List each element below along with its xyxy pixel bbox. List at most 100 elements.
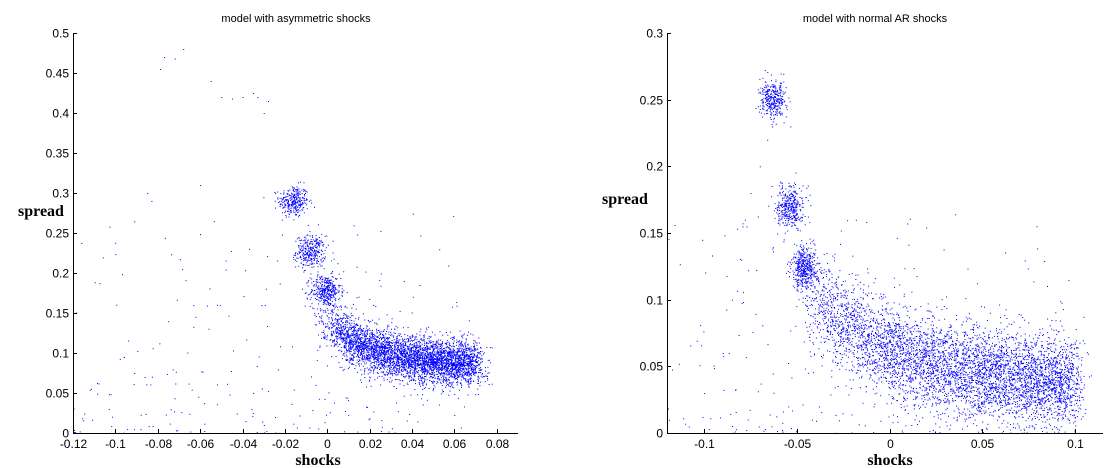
data-point bbox=[274, 191, 276, 193]
data-point bbox=[364, 338, 366, 340]
data-point bbox=[392, 353, 393, 355]
data-point bbox=[466, 334, 468, 336]
data-point bbox=[433, 375, 435, 377]
data-point bbox=[329, 298, 331, 300]
data-point bbox=[373, 346, 375, 347]
data-point bbox=[432, 373, 434, 375]
data-point bbox=[311, 303, 313, 305]
data-point bbox=[317, 274, 319, 276]
data-point bbox=[407, 348, 409, 350]
data-point bbox=[434, 353, 436, 355]
data-point bbox=[459, 358, 461, 360]
data-point bbox=[480, 372, 482, 374]
data-point bbox=[462, 374, 463, 376]
data-point bbox=[361, 352, 363, 354]
data-point bbox=[323, 310, 325, 311]
data-point bbox=[431, 376, 433, 378]
data-point bbox=[297, 209, 299, 211]
data-point bbox=[335, 278, 337, 279]
data-point bbox=[416, 343, 418, 345]
data-point bbox=[389, 342, 391, 344]
data-point bbox=[349, 341, 351, 343]
data-point bbox=[290, 210, 292, 212]
data-point bbox=[460, 343, 462, 345]
data-point bbox=[361, 341, 363, 343]
data-point bbox=[369, 377, 371, 379]
data-point bbox=[468, 357, 470, 359]
data-point bbox=[346, 292, 348, 294]
data-point bbox=[378, 335, 380, 337]
data-point bbox=[341, 318, 343, 319]
data-point bbox=[448, 363, 449, 365]
data-point bbox=[431, 368, 433, 370]
data-point bbox=[442, 358, 444, 359]
data-point bbox=[332, 290, 333, 292]
data-point bbox=[357, 329, 358, 331]
data-point bbox=[345, 341, 347, 343]
data-point bbox=[365, 343, 367, 345]
data-point bbox=[292, 201, 294, 203]
data-point bbox=[424, 364, 426, 366]
data-point bbox=[370, 348, 372, 350]
data-point bbox=[427, 371, 429, 373]
data-point bbox=[398, 371, 399, 373]
data-point bbox=[336, 327, 337, 329]
data-point bbox=[358, 351, 359, 353]
data-point bbox=[394, 364, 396, 366]
data-point bbox=[389, 356, 391, 358]
data-point bbox=[341, 290, 343, 292]
data-point bbox=[288, 213, 290, 215]
data-point bbox=[357, 336, 359, 338]
data-point bbox=[327, 281, 329, 283]
data-point bbox=[425, 368, 426, 370]
data-point bbox=[435, 345, 436, 347]
data-point bbox=[355, 334, 357, 336]
data-point bbox=[423, 337, 425, 339]
data-point bbox=[408, 367, 410, 369]
data-point bbox=[435, 347, 437, 349]
data-point bbox=[423, 381, 425, 383]
data-point bbox=[370, 343, 372, 345]
data-point bbox=[389, 347, 391, 348]
data-point bbox=[404, 350, 406, 352]
data-point bbox=[342, 322, 344, 324]
data-point bbox=[295, 189, 297, 191]
data-point bbox=[398, 349, 400, 351]
data-point bbox=[396, 370, 398, 372]
data-point bbox=[482, 361, 484, 363]
data-point bbox=[340, 347, 342, 349]
data-point bbox=[327, 278, 328, 280]
data-point bbox=[312, 251, 314, 253]
data-point bbox=[452, 342, 454, 344]
data-point bbox=[457, 397, 459, 399]
data-point bbox=[421, 380, 423, 382]
data-point bbox=[469, 361, 471, 363]
data-point bbox=[320, 259, 322, 261]
data-point bbox=[459, 364, 461, 366]
data-point bbox=[422, 347, 424, 349]
data-point bbox=[375, 357, 377, 359]
data-point bbox=[394, 346, 396, 348]
data-point bbox=[303, 198, 305, 199]
data-point bbox=[476, 354, 478, 356]
data-point bbox=[302, 207, 304, 209]
data-point bbox=[397, 368, 399, 370]
data-point bbox=[420, 328, 422, 330]
data-point bbox=[394, 373, 396, 375]
data-point bbox=[298, 216, 300, 218]
data-point bbox=[335, 300, 337, 302]
data-point bbox=[475, 367, 477, 369]
data-point bbox=[309, 254, 311, 256]
data-point bbox=[476, 349, 478, 351]
data-point bbox=[452, 354, 453, 356]
data-point bbox=[389, 345, 391, 347]
data-point bbox=[459, 351, 460, 353]
data-point bbox=[364, 340, 366, 342]
data-point bbox=[470, 363, 472, 365]
data-point bbox=[313, 253, 315, 255]
data-point bbox=[310, 241, 312, 243]
data-point bbox=[315, 240, 317, 242]
data-point bbox=[377, 373, 379, 374]
data-point bbox=[442, 356, 444, 358]
data-point bbox=[305, 199, 307, 201]
